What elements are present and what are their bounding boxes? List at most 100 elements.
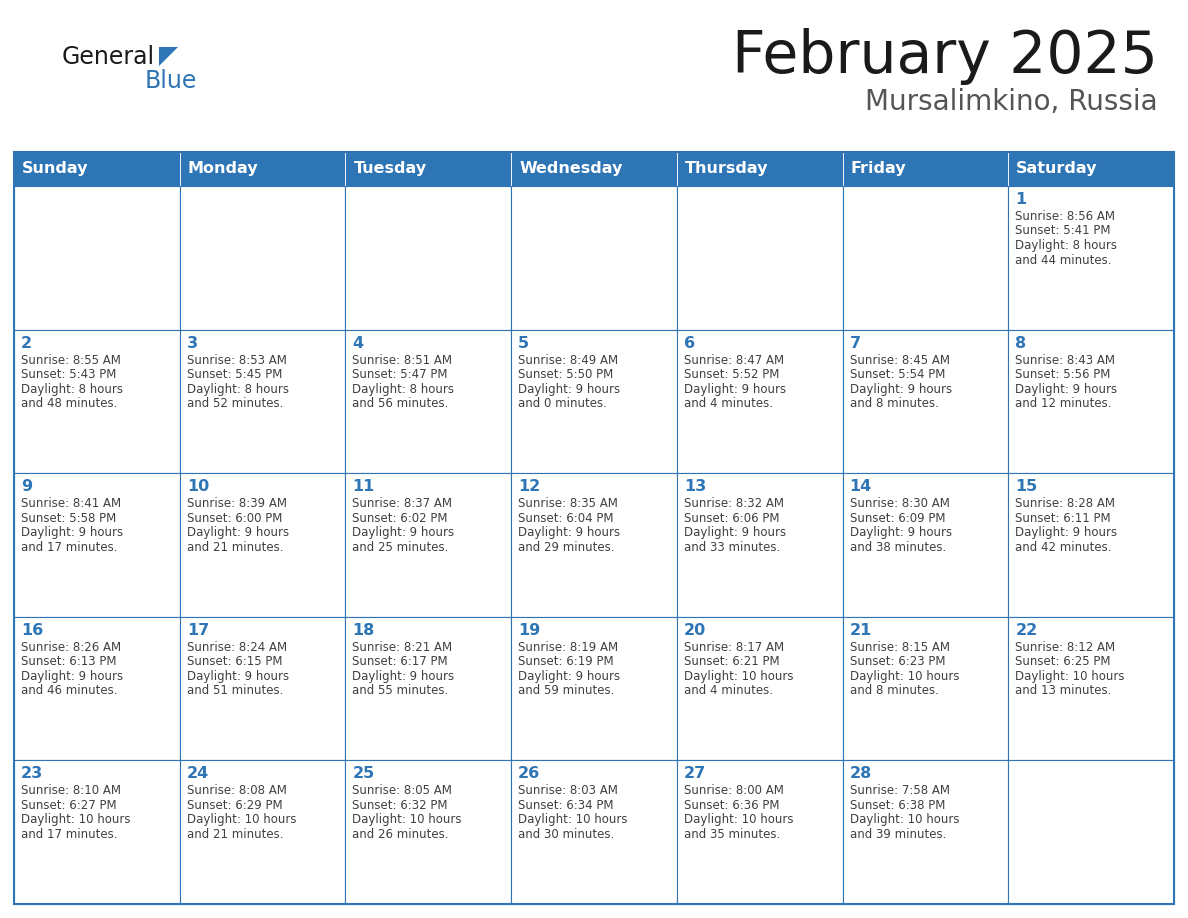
Text: Sunrise: 8:19 AM: Sunrise: 8:19 AM — [518, 641, 618, 654]
Text: 19: 19 — [518, 622, 541, 638]
FancyBboxPatch shape — [1009, 473, 1174, 617]
Text: Sunrise: 8:21 AM: Sunrise: 8:21 AM — [353, 641, 453, 654]
Text: Sunset: 6:21 PM: Sunset: 6:21 PM — [684, 655, 779, 668]
FancyBboxPatch shape — [14, 186, 179, 330]
FancyBboxPatch shape — [842, 152, 1009, 186]
Text: Sunrise: 8:41 AM: Sunrise: 8:41 AM — [21, 498, 121, 510]
Text: Sunrise: 8:12 AM: Sunrise: 8:12 AM — [1016, 641, 1116, 654]
Text: Friday: Friday — [851, 162, 906, 176]
Text: 26: 26 — [518, 767, 541, 781]
Text: 20: 20 — [684, 622, 706, 638]
Text: 18: 18 — [353, 622, 374, 638]
FancyBboxPatch shape — [179, 330, 346, 473]
Text: and 17 minutes.: and 17 minutes. — [21, 541, 118, 554]
Text: 2: 2 — [21, 336, 32, 351]
Text: Sunrise: 8:49 AM: Sunrise: 8:49 AM — [518, 353, 618, 366]
Text: Sunset: 6:36 PM: Sunset: 6:36 PM — [684, 799, 779, 812]
Text: and 46 minutes.: and 46 minutes. — [21, 684, 118, 698]
Text: Daylight: 10 hours: Daylight: 10 hours — [187, 813, 296, 826]
FancyBboxPatch shape — [511, 186, 677, 330]
FancyBboxPatch shape — [1009, 617, 1174, 760]
Text: and 30 minutes.: and 30 minutes. — [518, 828, 614, 841]
Text: Mursalimkino, Russia: Mursalimkino, Russia — [865, 88, 1158, 116]
Text: and 26 minutes.: and 26 minutes. — [353, 828, 449, 841]
Text: Daylight: 9 hours: Daylight: 9 hours — [187, 526, 289, 539]
FancyBboxPatch shape — [346, 330, 511, 473]
FancyBboxPatch shape — [1009, 760, 1174, 904]
Text: Sunset: 6:29 PM: Sunset: 6:29 PM — [187, 799, 283, 812]
Text: Sunrise: 8:30 AM: Sunrise: 8:30 AM — [849, 498, 949, 510]
FancyBboxPatch shape — [842, 330, 1009, 473]
Text: Daylight: 10 hours: Daylight: 10 hours — [849, 670, 959, 683]
Text: Sunrise: 8:39 AM: Sunrise: 8:39 AM — [187, 498, 286, 510]
FancyBboxPatch shape — [179, 473, 346, 617]
Text: 8: 8 — [1016, 336, 1026, 351]
Text: Sunrise: 8:24 AM: Sunrise: 8:24 AM — [187, 641, 286, 654]
Text: Daylight: 8 hours: Daylight: 8 hours — [187, 383, 289, 396]
Text: Sunrise: 8:55 AM: Sunrise: 8:55 AM — [21, 353, 121, 366]
FancyBboxPatch shape — [511, 473, 677, 617]
Text: 12: 12 — [518, 479, 541, 494]
Text: Daylight: 10 hours: Daylight: 10 hours — [518, 813, 627, 826]
Text: Sunset: 6:19 PM: Sunset: 6:19 PM — [518, 655, 614, 668]
Text: Monday: Monday — [188, 162, 258, 176]
Text: Sunset: 5:56 PM: Sunset: 5:56 PM — [1016, 368, 1111, 381]
Text: 11: 11 — [353, 479, 374, 494]
Text: and 42 minutes.: and 42 minutes. — [1016, 541, 1112, 554]
Text: Sunrise: 8:56 AM: Sunrise: 8:56 AM — [1016, 210, 1116, 223]
Text: 16: 16 — [21, 622, 43, 638]
Text: 28: 28 — [849, 767, 872, 781]
Text: 22: 22 — [1016, 622, 1037, 638]
Text: Sunset: 6:23 PM: Sunset: 6:23 PM — [849, 655, 946, 668]
Text: Sunset: 6:02 PM: Sunset: 6:02 PM — [353, 511, 448, 525]
FancyBboxPatch shape — [1009, 186, 1174, 330]
Text: 9: 9 — [21, 479, 32, 494]
Text: and 44 minutes.: and 44 minutes. — [1016, 253, 1112, 266]
Text: 21: 21 — [849, 622, 872, 638]
FancyBboxPatch shape — [179, 617, 346, 760]
Text: and 39 minutes.: and 39 minutes. — [849, 828, 946, 841]
Text: Daylight: 8 hours: Daylight: 8 hours — [1016, 239, 1117, 252]
Text: and 13 minutes.: and 13 minutes. — [1016, 684, 1112, 698]
Text: Sunrise: 8:08 AM: Sunrise: 8:08 AM — [187, 784, 286, 798]
Text: 6: 6 — [684, 336, 695, 351]
FancyBboxPatch shape — [346, 760, 511, 904]
Text: Sunset: 5:43 PM: Sunset: 5:43 PM — [21, 368, 116, 381]
Text: 14: 14 — [849, 479, 872, 494]
Text: Sunrise: 8:28 AM: Sunrise: 8:28 AM — [1016, 498, 1116, 510]
Text: and 56 minutes.: and 56 minutes. — [353, 397, 449, 410]
Text: Tuesday: Tuesday — [353, 162, 426, 176]
Text: and 51 minutes.: and 51 minutes. — [187, 684, 283, 698]
Text: Daylight: 10 hours: Daylight: 10 hours — [684, 813, 794, 826]
Text: 7: 7 — [849, 336, 860, 351]
FancyBboxPatch shape — [842, 186, 1009, 330]
Text: and 35 minutes.: and 35 minutes. — [684, 828, 781, 841]
FancyBboxPatch shape — [677, 152, 842, 186]
Text: Sunset: 6:34 PM: Sunset: 6:34 PM — [518, 799, 614, 812]
FancyBboxPatch shape — [179, 760, 346, 904]
Text: and 59 minutes.: and 59 minutes. — [518, 684, 614, 698]
Text: Daylight: 9 hours: Daylight: 9 hours — [1016, 383, 1118, 396]
Text: Sunset: 6:04 PM: Sunset: 6:04 PM — [518, 511, 614, 525]
FancyBboxPatch shape — [346, 186, 511, 330]
Text: Daylight: 9 hours: Daylight: 9 hours — [518, 670, 620, 683]
FancyBboxPatch shape — [346, 152, 511, 186]
FancyBboxPatch shape — [842, 473, 1009, 617]
FancyBboxPatch shape — [14, 617, 179, 760]
Text: Sunset: 6:27 PM: Sunset: 6:27 PM — [21, 799, 116, 812]
Text: Daylight: 9 hours: Daylight: 9 hours — [1016, 526, 1118, 539]
Text: Daylight: 8 hours: Daylight: 8 hours — [21, 383, 124, 396]
FancyBboxPatch shape — [14, 760, 179, 904]
Text: Daylight: 9 hours: Daylight: 9 hours — [684, 526, 786, 539]
Text: Daylight: 9 hours: Daylight: 9 hours — [21, 670, 124, 683]
Text: 4: 4 — [353, 336, 364, 351]
Text: Sunrise: 8:47 AM: Sunrise: 8:47 AM — [684, 353, 784, 366]
Text: Wednesday: Wednesday — [519, 162, 623, 176]
Text: and 29 minutes.: and 29 minutes. — [518, 541, 614, 554]
Text: 27: 27 — [684, 767, 706, 781]
Text: Sunrise: 8:15 AM: Sunrise: 8:15 AM — [849, 641, 949, 654]
Text: 17: 17 — [187, 622, 209, 638]
Text: Sunrise: 8:32 AM: Sunrise: 8:32 AM — [684, 498, 784, 510]
Text: 23: 23 — [21, 767, 43, 781]
Text: Daylight: 9 hours: Daylight: 9 hours — [353, 526, 455, 539]
